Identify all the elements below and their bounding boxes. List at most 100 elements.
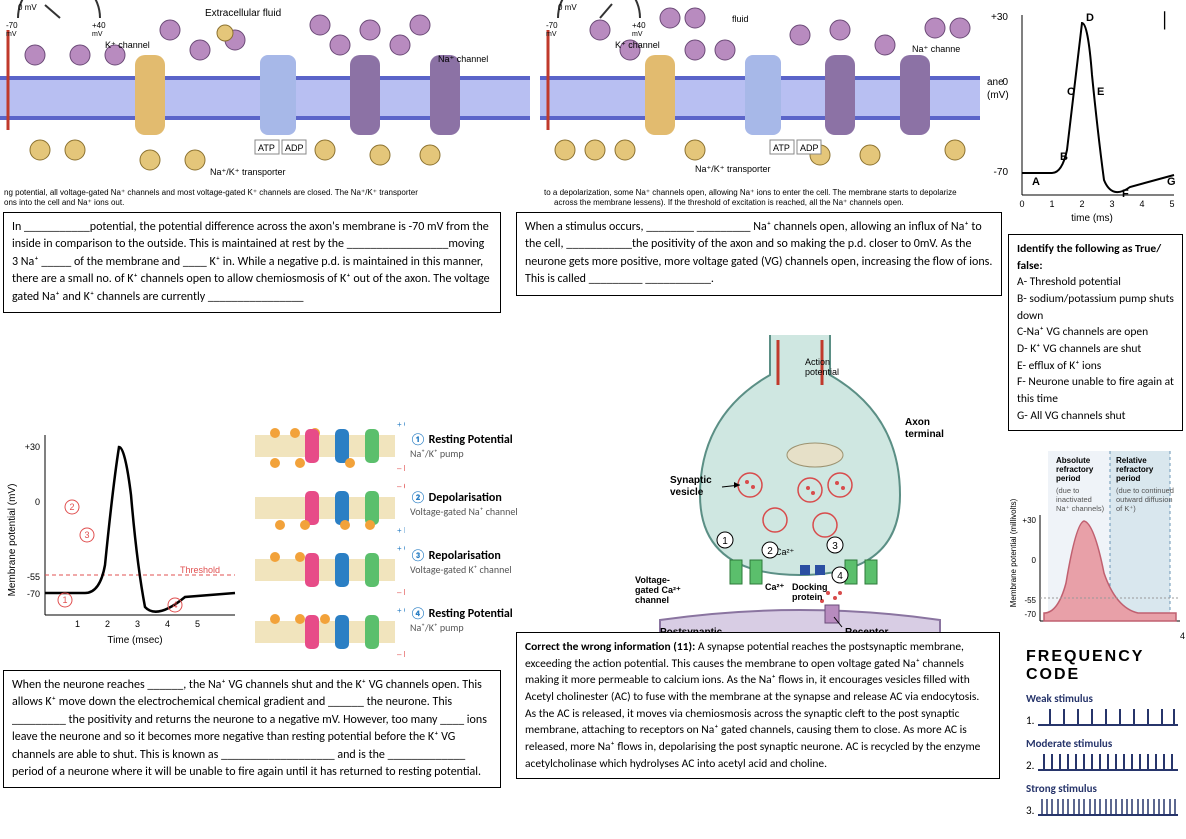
svg-text:-70: -70 <box>27 589 40 599</box>
svg-text:3: 3 <box>1109 199 1114 209</box>
svg-text:2: 2 <box>1079 199 1084 209</box>
strong-spikes <box>1038 795 1178 817</box>
svg-text:B: B <box>1060 151 1068 163</box>
svg-text:2: 2 <box>105 619 110 629</box>
moderate-label: Moderate stimulus <box>1026 737 1186 750</box>
svg-text:+ OUT: + OUT <box>397 606 405 615</box>
svg-text:protein: protein <box>792 592 823 602</box>
svg-text:ng potential, all voltage-gate: ng potential, all voltage-gated Na⁺ chan… <box>4 188 418 197</box>
svg-text:0 mV: 0 mV <box>558 3 577 12</box>
svg-text:Na⁺/K⁺ transporter: Na⁺/K⁺ transporter <box>695 164 771 174</box>
svg-text:– OUT: – OUT <box>397 482 405 491</box>
svg-text:outward diffusion: outward diffusion <box>1116 495 1173 504</box>
svg-text:Na⁺ channe: Na⁺ channe <box>912 44 960 54</box>
svg-text:(mV): (mV) <box>987 90 1009 101</box>
svg-text:4: 4 <box>1139 199 1144 209</box>
svg-text:A: A <box>1032 176 1040 188</box>
svg-text:Threshold: Threshold <box>180 565 220 575</box>
svg-text:gated Ca²⁺: gated Ca²⁺ <box>635 585 681 595</box>
membrane-potential-graph: Membrane potential (mV) +30 0 -55 -70 Th… <box>5 415 255 655</box>
svg-text:3: 3 <box>135 619 140 629</box>
gauge-low: 0 mV <box>18 3 37 12</box>
membrane-diagram-left: ATP ADP 0 mV -70mV +40mV Extracellular f… <box>0 0 530 210</box>
svg-text:3: 3 <box>832 541 838 552</box>
svg-text:Membrane potential (mV): Membrane potential (mV) <box>7 484 18 597</box>
svg-text:Ca²⁺: Ca²⁺ <box>765 582 785 592</box>
svg-text:ons into the cell and Na⁺ ions: ons into the cell and Na⁺ ions out. <box>4 198 124 207</box>
svg-text:2: 2 <box>767 546 773 557</box>
frequency-code-block: FREQUENCY CODE Weak stimulus 1. Moderate… <box>1026 648 1186 817</box>
correct-title: Correct the wrong information (11): <box>525 640 695 654</box>
svg-text:3: 3 <box>84 530 89 540</box>
svg-text:-70: -70 <box>546 21 558 30</box>
svg-text:+ OUT: + OUT <box>397 420 405 429</box>
svg-text:time (ms): time (ms) <box>1071 213 1113 224</box>
svg-text:1: 1 <box>1049 199 1054 209</box>
svg-text:G: G <box>1167 176 1176 188</box>
svg-text:ADP: ADP <box>285 143 304 153</box>
svg-text:mV: mV <box>6 31 17 38</box>
svg-text:5: 5 <box>195 619 200 629</box>
phase-row: ③ Repolarisation Voltage-gated K⁺ channe… <box>410 549 595 577</box>
svg-text:0: 0 <box>1019 199 1024 209</box>
moderate-spikes <box>1038 750 1178 772</box>
svg-text:Time (msec): Time (msec) <box>107 635 162 646</box>
svg-text:mV: mV <box>632 31 643 38</box>
svg-text:-70: -70 <box>6 21 18 30</box>
svg-text:4: 4 <box>172 600 177 610</box>
svg-text:+30: +30 <box>25 442 40 452</box>
svg-text:-55: -55 <box>27 572 40 582</box>
svg-text:4: 4 <box>1180 631 1185 641</box>
svg-text:+40: +40 <box>632 21 646 30</box>
svg-text:Absolute: Absolute <box>1056 456 1091 465</box>
textbox-resting-potential: In ___________potential, the potential d… <box>3 212 501 313</box>
svg-text:1: 1 <box>62 595 67 605</box>
svg-text:F: F <box>1122 188 1129 200</box>
svg-text:(due to continued: (due to continued <box>1116 486 1174 495</box>
svg-text:Docking: Docking <box>792 582 828 592</box>
textbox-stimulus: When a stimulus occurs, ________ _______… <box>516 212 1002 296</box>
svg-text:vesicle: vesicle <box>670 487 704 498</box>
svg-text:– IN: – IN <box>397 464 405 473</box>
svg-text:ADP: ADP <box>800 143 819 153</box>
synapse-diagram: Actionpotential Axonterminal Synapticves… <box>600 335 1000 643</box>
svg-text:channel: channel <box>635 595 669 605</box>
tf-item: A- Threshold potential <box>1017 274 1174 291</box>
svg-text:of K⁺): of K⁺) <box>1116 504 1136 513</box>
svg-text:potential: potential <box>805 367 839 377</box>
svg-text:refractory: refractory <box>1056 465 1094 474</box>
svg-text:to a depolarization, some Na⁺: to a depolarization, some Na⁺ channels o… <box>544 188 957 197</box>
svg-text:-70: -70 <box>994 167 1009 178</box>
textbox1-content: In ___________potential, the potential d… <box>12 220 490 304</box>
phase-row: ① Resting Potential Na⁺/K⁺ pump <box>410 433 595 461</box>
svg-text:+40: +40 <box>92 21 106 30</box>
svg-text:1: 1 <box>722 536 728 547</box>
svg-text:0: 0 <box>35 497 40 507</box>
phase-diagram-block: + OUT – IN – OUT + IN + OUT – IN <box>250 415 600 660</box>
svg-text:2: 2 <box>69 502 74 512</box>
textbox3-content: When the neurone reaches ______, the Na⁺… <box>12 678 487 779</box>
membrane-diagram-right: ATP ADP 0 mV -70mV +40mV fluid K⁺ channe… <box>540 0 980 210</box>
svg-text:1: 1 <box>75 619 80 629</box>
svg-text:0: 0 <box>1002 77 1008 88</box>
svg-text:Membrane potential (millivolts: Membrane potential (millivolts) <box>1009 498 1018 607</box>
svg-text:-55: -55 <box>1024 596 1036 605</box>
svg-text:across the membrane lessens).: across the membrane lessens). If the thr… <box>554 198 904 207</box>
textbox2-content: When a stimulus occurs, ________ _______… <box>525 220 992 286</box>
svg-text:E: E <box>1097 86 1104 98</box>
svg-text:period: period <box>1116 474 1141 483</box>
svg-text:0: 0 <box>1032 556 1037 565</box>
svg-text:Na⁺ channel: Na⁺ channel <box>438 54 488 64</box>
svg-text:Na⁺ channels): Na⁺ channels) <box>1056 504 1105 513</box>
tf-title: Identify the following as True/ false: <box>1017 241 1174 274</box>
tf-item: B- sodium/potassium pump shuts down <box>1017 291 1174 324</box>
svg-text:terminal: terminal <box>905 429 944 440</box>
svg-text:mV: mV <box>546 31 557 38</box>
svg-text:4: 4 <box>837 571 843 582</box>
svg-text:4: 4 <box>165 619 170 629</box>
strong-label: Strong stimulus <box>1026 782 1186 795</box>
tf-item: E- efflux of K⁺ ions <box>1017 358 1174 375</box>
textbox-repolarisation: When the neurone reaches ______, the Na⁺… <box>3 670 501 788</box>
svg-text:fluid: fluid <box>732 14 749 24</box>
svg-text:Synaptic: Synaptic <box>670 475 712 486</box>
